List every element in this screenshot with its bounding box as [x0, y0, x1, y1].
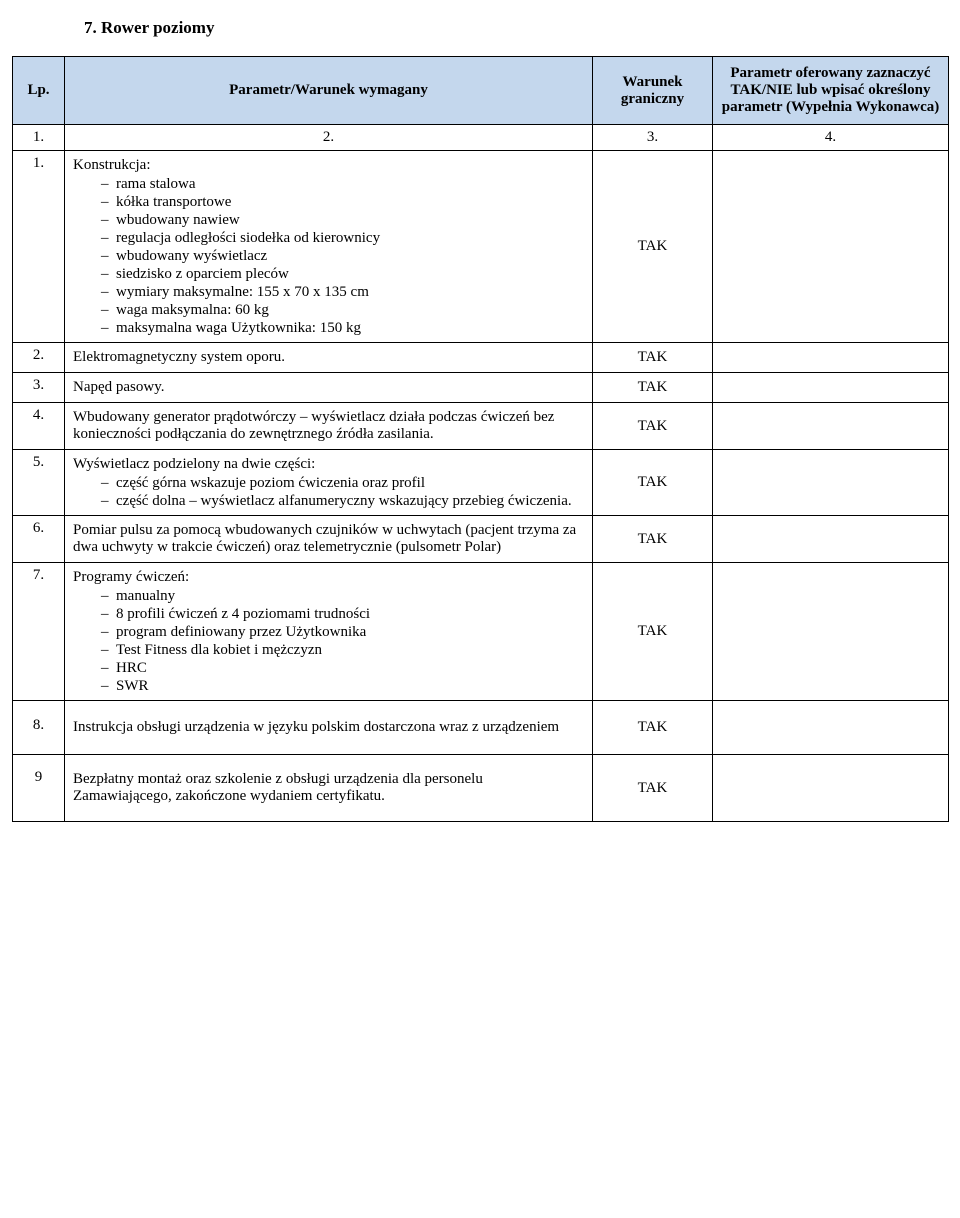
param-bullet: wbudowany wyświetlacz — [101, 248, 584, 265]
table-row: 3. Napęd pasowy. TAK — [13, 373, 949, 403]
cell-param: Programy ćwiczeń: manualny8 profili ćwicz… — [65, 563, 593, 701]
col-index: 2. — [65, 125, 593, 151]
table-row: 8. Instrukcja obsługi urządzenia w języku… — [13, 701, 949, 755]
param-bullet: rama stalowa — [101, 176, 584, 193]
table-row: 6.Pomiar pulsu za pomocą wbudowanych czu… — [13, 516, 949, 563]
cell-oferowany[interactable] — [713, 450, 949, 516]
header-oferowany: Parametr oferowany zaznaczyć TAK/NIE lub… — [713, 57, 949, 125]
cell-oferowany[interactable] — [713, 343, 949, 373]
table-row: 2. Elektromagnetyczny system oporu. TAK — [13, 343, 949, 373]
table-header-row: Lp. Parametr/Warunek wymagany Warunek gr… — [13, 57, 949, 125]
param-bullet: Test Fitness dla kobiet i mężczyzn — [101, 642, 584, 659]
param-text: Elektromagnetyczny system oporu. — [73, 349, 584, 366]
param-text: Instrukcja obsługi urządzenia w języku p… — [73, 719, 584, 736]
param-bullet: część górna wskazuje poziom ćwiczenia or… — [101, 475, 584, 492]
header-lp: Lp. — [13, 57, 65, 125]
cell-warunek: TAK — [593, 343, 713, 373]
col-index: 1. — [13, 125, 65, 151]
document-title: 7. Rower poziomy — [84, 18, 948, 38]
param-bullets: część górna wskazuje poziom ćwiczenia or… — [73, 475, 584, 510]
cell-warunek: TAK — [593, 563, 713, 701]
header-param: Parametr/Warunek wymagany — [65, 57, 593, 125]
param-bullet: program definiowany przez Użytkownika — [101, 624, 584, 641]
cell-warunek: TAK — [593, 701, 713, 755]
cell-param: Bezpłatny montaż oraz szkolenie z obsług… — [65, 755, 593, 822]
col-index: 3. — [593, 125, 713, 151]
param-text: Bezpłatny montaż oraz szkolenie z obsług… — [73, 771, 584, 805]
cell-warunek: TAK — [593, 450, 713, 516]
cell-oferowany[interactable] — [713, 151, 949, 343]
param-bullet: waga maksymalna: 60 kg — [101, 302, 584, 319]
param-bullets: manualny8 profili ćwiczeń z 4 poziomami … — [73, 588, 584, 695]
cell-oferowany[interactable] — [713, 373, 949, 403]
param-bullet: wymiary maksymalne: 155 x 70 x 135 cm — [101, 284, 584, 301]
cell-warunek: TAK — [593, 516, 713, 563]
cell-param: Konstrukcja: rama stalowakółka transporto… — [65, 151, 593, 343]
cell-lp: 6. — [13, 516, 65, 563]
param-bullet: kółka transportowe — [101, 194, 584, 211]
table-row: 1. Konstrukcja: rama stalowakółka transpor… — [13, 151, 949, 343]
param-intro: Wyświetlacz podzielony na dwie części: — [73, 456, 584, 473]
cell-param: Instrukcja obsługi urządzenia w języku p… — [65, 701, 593, 755]
table-row: 5.Wyświetlacz podzielony na dwie części:… — [13, 450, 949, 516]
column-index-row: 1.2.3.4. — [13, 125, 949, 151]
param-bullets: rama stalowakółka transportowewbudowany … — [73, 176, 584, 337]
param-text: Wbudowany generator prądotwórczy – wyświ… — [73, 409, 584, 443]
param-bullet: regulacja odległości siodełka od kierown… — [101, 230, 584, 247]
param-bullet: wbudowany nawiew — [101, 212, 584, 229]
param-bullet: HRC — [101, 660, 584, 677]
cell-lp: 5. — [13, 450, 65, 516]
param-bullet: 8 profili ćwiczeń z 4 poziomami trudnośc… — [101, 606, 584, 623]
param-bullet: siedzisko z oparciem pleców — [101, 266, 584, 283]
cell-param: Wyświetlacz podzielony na dwie części: cz… — [65, 450, 593, 516]
table-row: 4.Wbudowany generator prądotwórczy – wyś… — [13, 403, 949, 450]
table-row: 7. Programy ćwiczeń: manualny8 profili ćwi… — [13, 563, 949, 701]
cell-param: Elektromagnetyczny system oporu. — [65, 343, 593, 373]
cell-lp: 3. — [13, 373, 65, 403]
cell-oferowany[interactable] — [713, 701, 949, 755]
cell-lp: 4. — [13, 403, 65, 450]
cell-lp: 7. — [13, 563, 65, 701]
cell-lp: 1. — [13, 151, 65, 343]
cell-oferowany[interactable] — [713, 516, 949, 563]
cell-oferowany[interactable] — [713, 755, 949, 822]
cell-warunek: TAK — [593, 373, 713, 403]
cell-warunek: TAK — [593, 403, 713, 450]
cell-lp: 2. — [13, 343, 65, 373]
cell-param: Pomiar pulsu za pomocą wbudowanych czujn… — [65, 516, 593, 563]
param-text: Pomiar pulsu za pomocą wbudowanych czujn… — [73, 522, 584, 556]
param-bullet: manualny — [101, 588, 584, 605]
cell-warunek: TAK — [593, 151, 713, 343]
table-row: 9Bezpłatny montaż oraz szkolenie z obsłu… — [13, 755, 949, 822]
param-bullet: część dolna – wyświetlacz alfanumeryczny… — [101, 493, 584, 510]
cell-lp: 8. — [13, 701, 65, 755]
requirements-table: Lp. Parametr/Warunek wymagany Warunek gr… — [12, 56, 949, 822]
header-warunek: Warunek graniczny — [593, 57, 713, 125]
param-bullet: SWR — [101, 678, 584, 695]
cell-oferowany[interactable] — [713, 563, 949, 701]
cell-warunek: TAK — [593, 755, 713, 822]
cell-lp: 9 — [13, 755, 65, 822]
param-bullet: maksymalna waga Użytkownika: 150 kg — [101, 320, 584, 337]
col-index: 4. — [713, 125, 949, 151]
cell-oferowany[interactable] — [713, 403, 949, 450]
param-text: Napęd pasowy. — [73, 379, 584, 396]
param-intro: Konstrukcja: — [73, 157, 584, 174]
param-intro: Programy ćwiczeń: — [73, 569, 584, 586]
cell-param: Wbudowany generator prądotwórczy – wyświ… — [65, 403, 593, 450]
cell-param: Napęd pasowy. — [65, 373, 593, 403]
